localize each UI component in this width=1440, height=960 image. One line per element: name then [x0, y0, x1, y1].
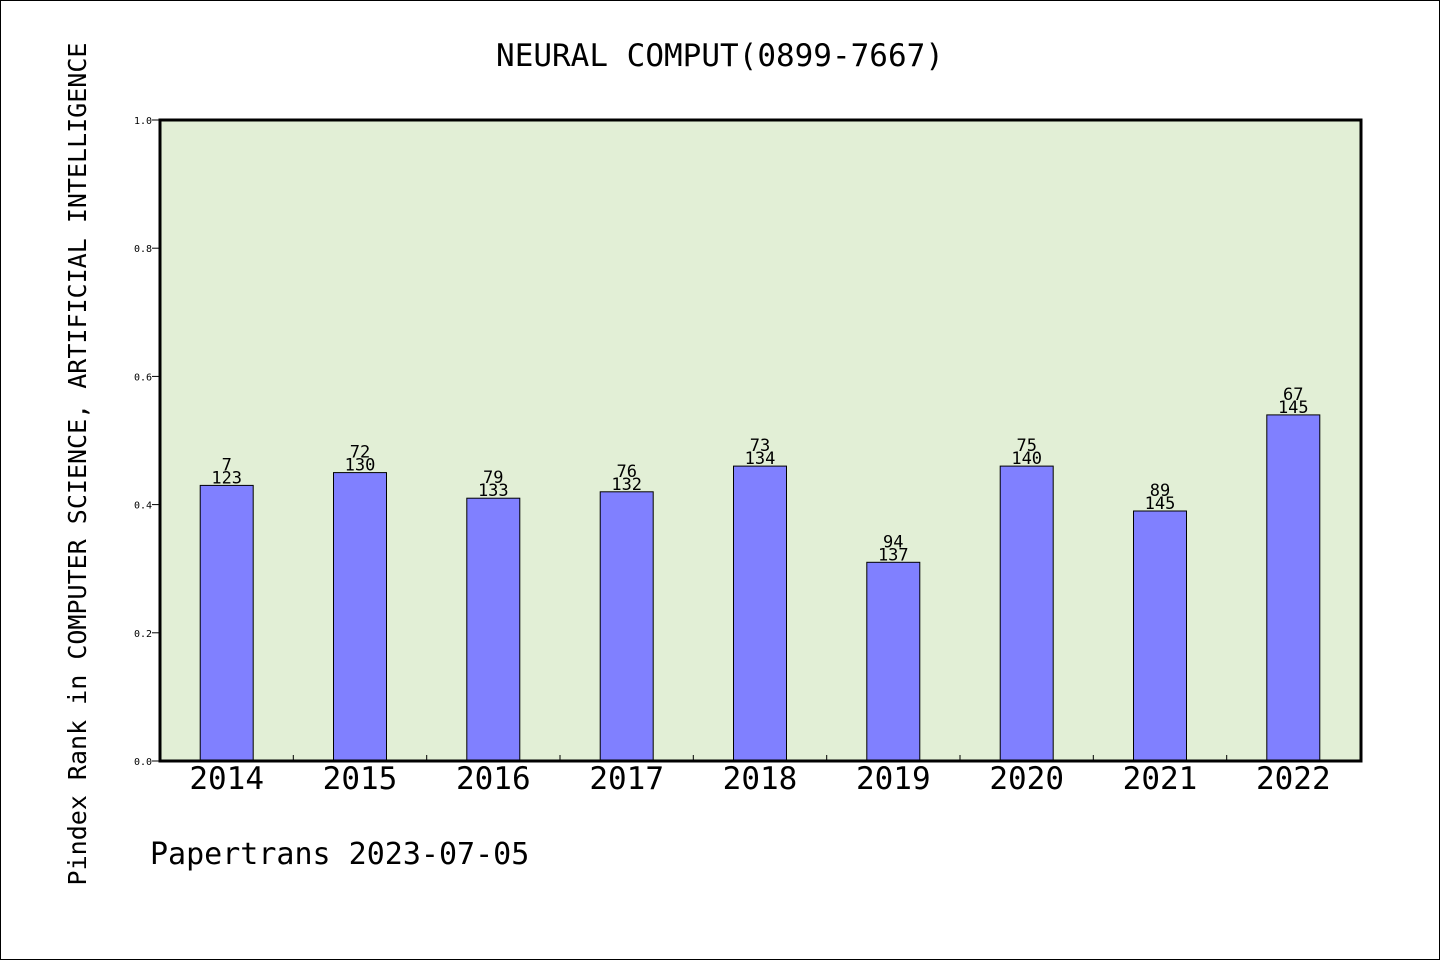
- y-tick-label-3: 0.6: [134, 372, 152, 383]
- bar-rank-label-2021: 89: [1150, 481, 1170, 501]
- x-tick-label-2022: 2022: [1256, 761, 1331, 797]
- x-tick-label-2017: 2017: [589, 761, 664, 797]
- footer-note: Papertrans 2023-07-05: [150, 837, 529, 872]
- bar-rank-label-2016: 79: [483, 468, 503, 488]
- y-tick-label-2: 0.4: [134, 501, 152, 512]
- x-tick-label-2018: 2018: [723, 761, 798, 797]
- bar-total-label-2015: 130: [345, 456, 376, 476]
- plot-border: [158, 118, 1363, 763]
- x-tick-label-2020: 2020: [989, 761, 1064, 797]
- bar-total-label-2019: 137: [878, 545, 909, 565]
- bar-total-label-2018: 134: [745, 449, 776, 469]
- bar-2017: [599, 491, 654, 762]
- bar-2022: [1266, 414, 1321, 762]
- bar-rank-label-2015: 72: [350, 443, 370, 463]
- bar-rank-label-2014: 7: [222, 455, 232, 475]
- y-tick-label-4: 0.8: [134, 244, 152, 255]
- chart-title: NEURAL COMPUT(0899-7667): [496, 38, 944, 74]
- x-tick-label-2016: 2016: [456, 761, 531, 797]
- bar-2014: [199, 484, 254, 762]
- bar-total-label-2021: 145: [1145, 494, 1176, 514]
- x-tick-label-2014: 2014: [189, 761, 264, 797]
- bar-rank-label-2017: 76: [616, 462, 636, 482]
- bar-2021: [1133, 510, 1187, 762]
- x-tick-label-2021: 2021: [1123, 761, 1198, 797]
- bar-2019: [866, 561, 921, 762]
- bar-2015: [333, 472, 387, 762]
- y-axis-label: Pindex Rank in COMPUTER SCIENCE, ARTIFIC…: [63, 43, 92, 886]
- y-tick-label-5: 1.0: [134, 116, 152, 127]
- bar-2020: [999, 465, 1054, 762]
- x-axis-ticks: 2014 2015 2016 2017 2018 2019 2020 2021 2022: [189, 755, 1331, 797]
- bar-rank-label-2019: 94: [883, 532, 903, 552]
- bars-group: 7123721307913376132731349413775140891456…: [199, 385, 1321, 762]
- bar-rank-label-2022: 67: [1283, 385, 1303, 405]
- bar-2016: [466, 497, 521, 762]
- y-tick-label-1: 0.2: [134, 629, 152, 640]
- bar-2018: [733, 465, 787, 762]
- x-tick-label-2015: 2015: [323, 761, 398, 797]
- x-tick-label-2019: 2019: [856, 761, 931, 797]
- y-axis-ticks: 0.0 0.2 0.4 0.6 0.8 1.0: [134, 116, 160, 768]
- bar-total-label-2016: 133: [478, 481, 509, 501]
- bar-rank-label-2020: 75: [1016, 436, 1036, 456]
- y-tick-label-0: 0.0: [134, 757, 152, 768]
- bar-total-label-2014: 123: [211, 468, 242, 488]
- bar-total-label-2020: 140: [1011, 449, 1042, 469]
- bar-total-label-2017: 132: [611, 475, 642, 495]
- bar-total-label-2022: 145: [1278, 398, 1309, 418]
- bar-rank-label-2018: 73: [750, 436, 770, 456]
